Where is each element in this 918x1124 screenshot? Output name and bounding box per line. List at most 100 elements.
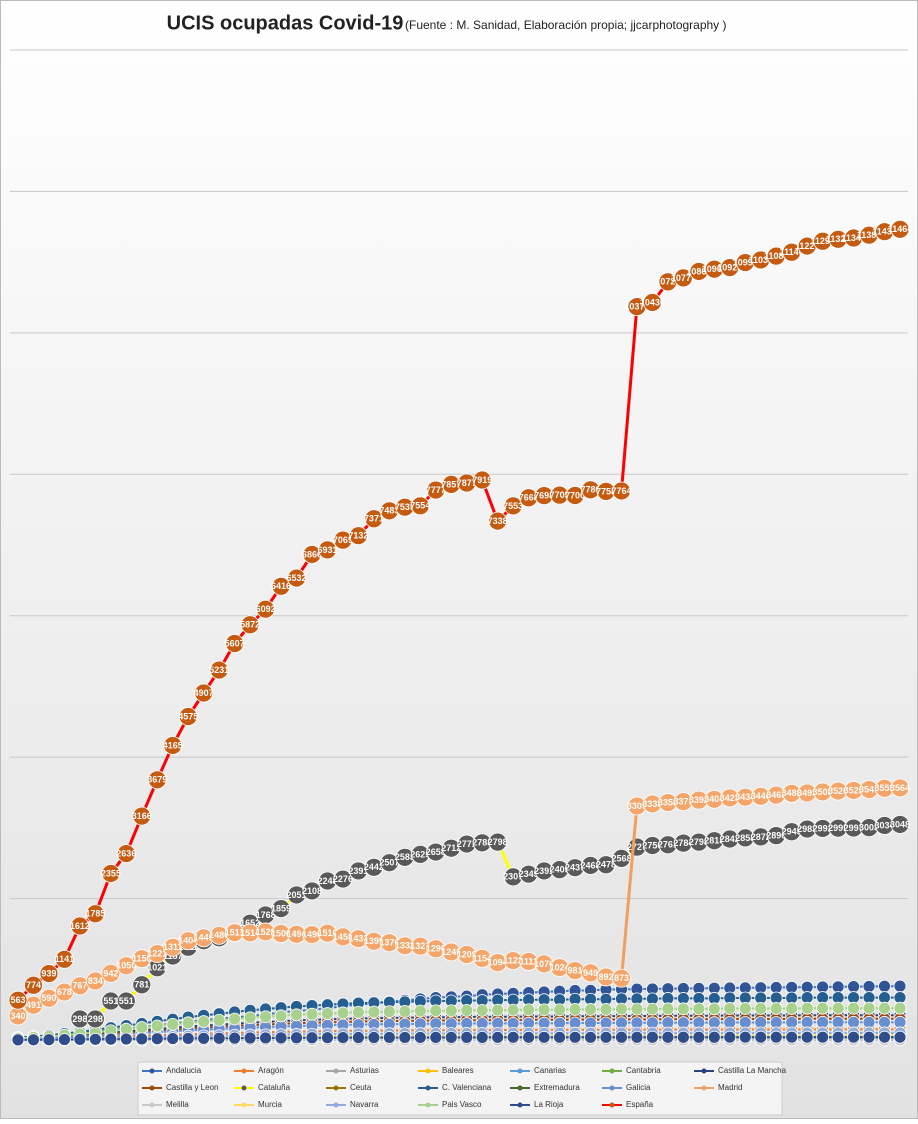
data-point xyxy=(492,1004,504,1016)
data-point xyxy=(399,1031,411,1043)
legend-label: España xyxy=(626,1100,654,1109)
data-point xyxy=(724,1002,736,1014)
data-point xyxy=(538,1004,550,1016)
data-label: 3564 xyxy=(890,783,910,793)
legend-label: Baleares xyxy=(442,1066,474,1075)
data-point xyxy=(600,1003,612,1015)
data-point xyxy=(677,1003,689,1015)
legend-label: Madrid xyxy=(718,1083,742,1092)
legend-label: Melilla xyxy=(166,1100,189,1109)
legend-marker xyxy=(610,1069,615,1074)
data-point xyxy=(879,1002,891,1014)
data-point xyxy=(198,1016,210,1028)
legend-label: Pais Vasco xyxy=(442,1100,482,1109)
data-point xyxy=(244,1032,256,1044)
data-point xyxy=(693,1031,705,1043)
data-label: 6532 xyxy=(287,573,307,583)
data-point xyxy=(306,1032,318,1044)
data-label: 5872 xyxy=(240,620,260,630)
data-point xyxy=(585,1003,597,1015)
data-point xyxy=(538,1031,550,1043)
data-label: 3048 xyxy=(890,819,910,829)
legend-marker xyxy=(518,1069,523,1074)
data-point xyxy=(786,981,798,993)
data-point xyxy=(863,1002,875,1014)
data-label: 939 xyxy=(41,968,56,978)
data-point xyxy=(136,1033,148,1045)
data-point xyxy=(894,1002,906,1014)
data-point xyxy=(291,1009,303,1021)
legend-marker xyxy=(242,1086,247,1091)
data-point xyxy=(662,1003,674,1015)
data-label: 3166 xyxy=(132,811,152,821)
legend-label: Navarra xyxy=(350,1100,379,1109)
legend-marker xyxy=(150,1103,155,1108)
data-point xyxy=(182,1032,194,1044)
data-point xyxy=(662,1031,674,1043)
data-point xyxy=(383,1031,395,1043)
legend-label: Extremadura xyxy=(534,1083,580,1092)
data-point xyxy=(848,1016,860,1028)
data-point xyxy=(615,1031,627,1043)
data-label: 1859 xyxy=(271,903,291,913)
data-label: 2568 xyxy=(611,853,631,863)
data-point xyxy=(863,1016,875,1028)
legend-marker xyxy=(518,1086,523,1091)
data-point xyxy=(414,1031,426,1043)
legend-marker xyxy=(150,1086,155,1091)
data-point xyxy=(476,1031,488,1043)
data-label: 4575 xyxy=(178,711,198,721)
data-label: 7338 xyxy=(488,516,508,526)
data-label: 551 xyxy=(119,996,134,1006)
data-point xyxy=(43,1034,55,1046)
data-point xyxy=(894,980,906,992)
data-label: 11464 xyxy=(888,224,913,234)
data-point xyxy=(337,1032,349,1044)
data-point xyxy=(260,1011,272,1023)
data-point xyxy=(476,1004,488,1016)
legend-label: Andalucia xyxy=(166,1066,202,1075)
data-point xyxy=(27,1034,39,1046)
data-point xyxy=(646,1003,658,1015)
data-point xyxy=(848,981,860,993)
data-label: 774 xyxy=(26,980,41,990)
data-point xyxy=(724,1031,736,1043)
data-point xyxy=(801,1031,813,1043)
data-point xyxy=(848,1002,860,1014)
data-point xyxy=(832,1002,844,1014)
chart-title: UCIS ocupadas Covid-19 xyxy=(167,12,404,34)
data-label: 7132 xyxy=(348,531,368,541)
legend-label: Murcia xyxy=(258,1100,283,1109)
data-point xyxy=(615,1003,627,1015)
data-point xyxy=(523,1031,535,1043)
data-label: 1141 xyxy=(55,954,75,964)
chart-subtitle: (Fuente : M. Sanidad, Elaboración propia… xyxy=(405,18,727,32)
data-point xyxy=(832,992,844,1004)
data-point xyxy=(786,1002,798,1014)
data-point xyxy=(894,1016,906,1028)
legend-marker xyxy=(702,1086,707,1091)
data-point xyxy=(445,1031,457,1043)
data-point xyxy=(739,1031,751,1043)
data-point xyxy=(832,981,844,993)
data-point xyxy=(430,1005,442,1017)
legend-marker xyxy=(610,1103,615,1108)
data-point xyxy=(229,1032,241,1044)
data-point xyxy=(832,1031,844,1043)
data-label: 340 xyxy=(10,1011,25,1021)
legend-label: Castilla y Leon xyxy=(166,1083,218,1092)
legend-label: Aragón xyxy=(258,1066,284,1075)
data-point xyxy=(12,1034,24,1046)
data-point xyxy=(631,1003,643,1015)
data-point xyxy=(817,1002,829,1014)
data-point xyxy=(755,1002,767,1014)
data-label: 7554 xyxy=(410,501,430,511)
data-point xyxy=(352,1006,364,1018)
data-point xyxy=(244,1012,256,1024)
data-point xyxy=(167,1033,179,1045)
data-point xyxy=(894,992,906,1004)
data-point xyxy=(151,1020,163,1032)
data-label: 298 xyxy=(72,1014,87,1024)
data-point xyxy=(151,1033,163,1045)
